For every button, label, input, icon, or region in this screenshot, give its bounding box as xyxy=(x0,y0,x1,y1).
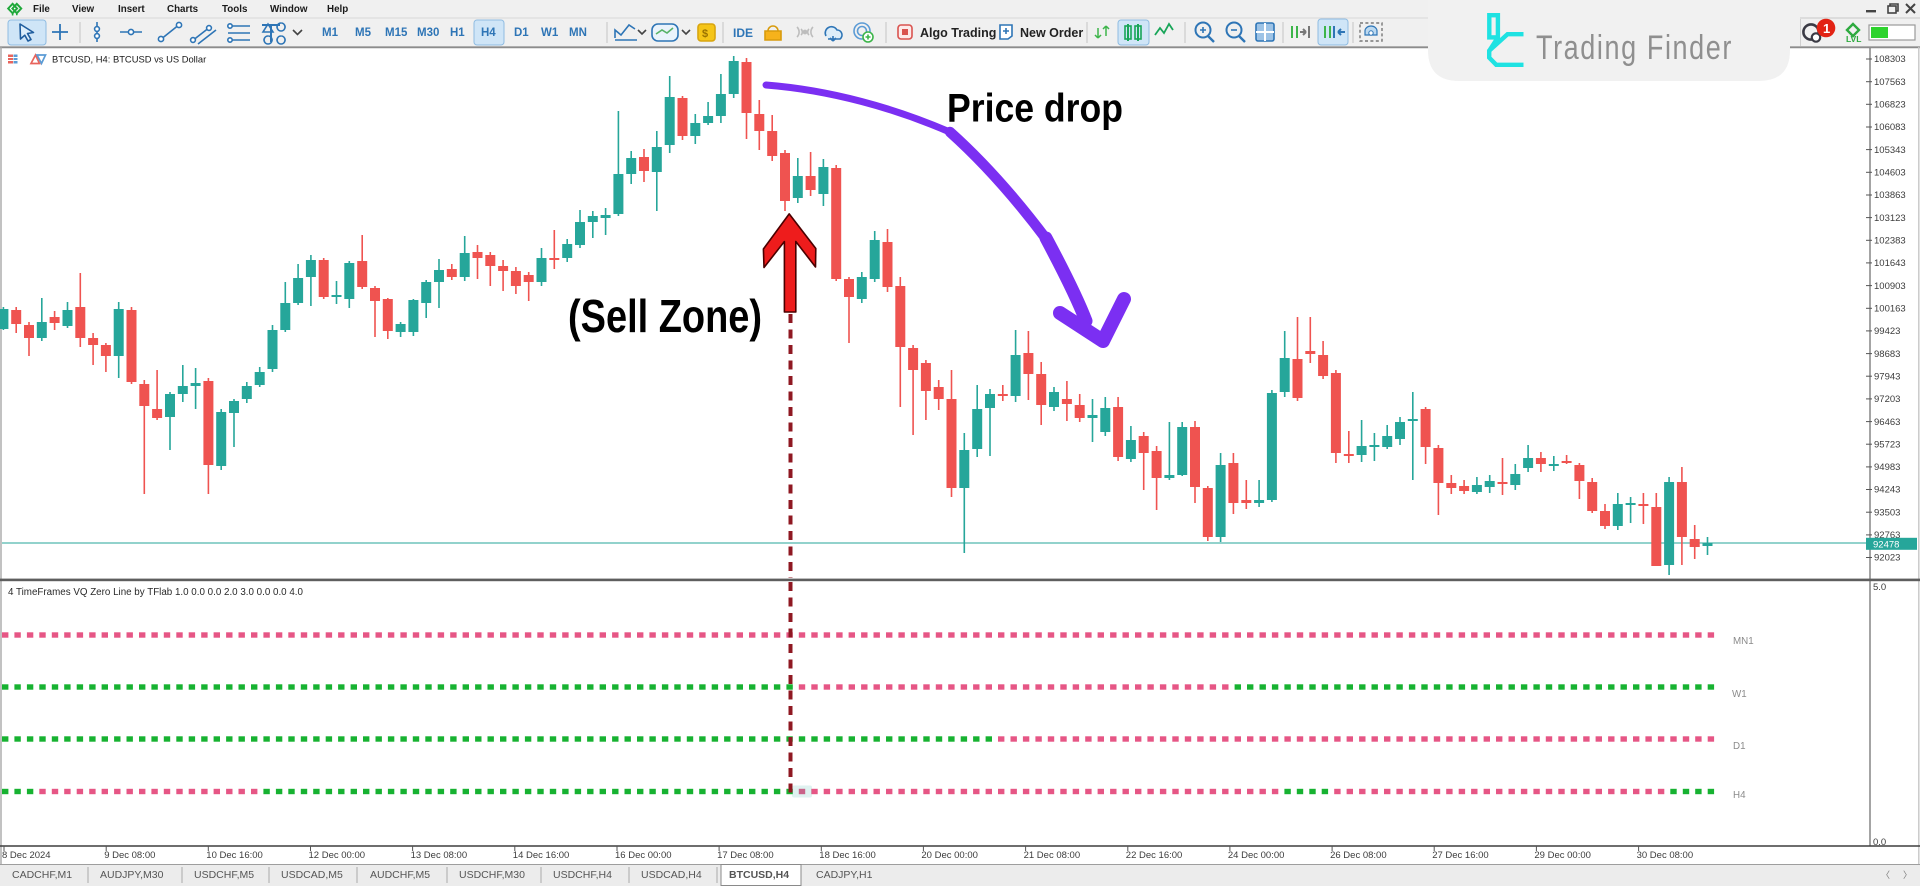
svg-text:29 Dec 00:00: 29 Dec 00:00 xyxy=(1534,850,1591,861)
svg-text:96463: 96463 xyxy=(1874,417,1900,428)
svg-text:$: $ xyxy=(702,28,708,40)
svg-text:USDCHF,M30: USDCHF,M30 xyxy=(459,869,525,881)
svg-text:95723: 95723 xyxy=(1874,439,1900,450)
svg-text:93503: 93503 xyxy=(1874,507,1900,518)
svg-text:101643: 101643 xyxy=(1874,258,1906,269)
svg-text:8 Dec 2024: 8 Dec 2024 xyxy=(2,850,51,861)
svg-text:Algo Trading: Algo Trading xyxy=(920,26,996,40)
svg-text:5.0: 5.0 xyxy=(1873,582,1886,593)
svg-text:(Sell Zone): (Sell Zone) xyxy=(568,290,762,342)
svg-text:22 Dec 16:00: 22 Dec 16:00 xyxy=(1126,850,1183,861)
svg-text:99423: 99423 xyxy=(1874,326,1900,337)
svg-text:10 Dec 16:00: 10 Dec 16:00 xyxy=(206,850,263,861)
svg-text:W1: W1 xyxy=(541,27,559,39)
svg-text:21 Dec 08:00: 21 Dec 08:00 xyxy=(1024,850,1081,861)
svg-text:24 Dec 00:00: 24 Dec 00:00 xyxy=(1228,850,1285,861)
svg-text:20 Dec 00:00: 20 Dec 00:00 xyxy=(921,850,978,861)
svg-text:14 Dec 16:00: 14 Dec 16:00 xyxy=(513,850,570,861)
svg-text:92763: 92763 xyxy=(1874,530,1900,541)
svg-text:M5: M5 xyxy=(355,27,372,39)
svg-text:View: View xyxy=(72,4,95,15)
svg-text:M30: M30 xyxy=(417,27,439,39)
svg-text:94983: 94983 xyxy=(1874,462,1900,473)
svg-text:Price drop: Price drop xyxy=(947,87,1123,131)
svg-text:D1: D1 xyxy=(514,27,529,39)
svg-text:File: File xyxy=(33,4,50,15)
svg-text:13 Dec 08:00: 13 Dec 08:00 xyxy=(411,850,468,861)
svg-text:BTCUSD,H4: BTCUSD,H4 xyxy=(729,869,789,881)
svg-text:103863: 103863 xyxy=(1874,190,1906,201)
svg-text:102383: 102383 xyxy=(1874,236,1906,247)
svg-text:USDCAD,M5: USDCAD,M5 xyxy=(281,869,343,881)
svg-text:106823: 106823 xyxy=(1874,100,1906,111)
svg-text:1: 1 xyxy=(1823,21,1830,36)
svg-text:USDCHF,M5: USDCHF,M5 xyxy=(194,869,254,881)
svg-text:AUDJPY,M30: AUDJPY,M30 xyxy=(100,869,164,881)
svg-text:CADCHF,M1: CADCHF,M1 xyxy=(12,869,72,881)
svg-text:103123: 103123 xyxy=(1874,213,1906,224)
svg-text:BTCUSD, H4: BTCUSD vs US Doll: BTCUSD, H4: BTCUSD vs US Dollar xyxy=(52,54,206,65)
svg-text:9 Dec 08:00: 9 Dec 08:00 xyxy=(104,850,155,861)
svg-text:104603: 104603 xyxy=(1874,168,1906,179)
svg-text:New Order: New Order xyxy=(1020,26,1083,40)
svg-text:98683: 98683 xyxy=(1874,349,1900,360)
svg-text:92023: 92023 xyxy=(1874,553,1900,564)
svg-text:M1: M1 xyxy=(322,27,339,39)
svg-text:106083: 106083 xyxy=(1874,122,1906,133)
svg-text:D1: D1 xyxy=(1733,741,1746,752)
svg-text:MN1: MN1 xyxy=(1733,636,1754,647)
svg-text:97943: 97943 xyxy=(1874,371,1900,382)
svg-text:105343: 105343 xyxy=(1874,145,1906,156)
svg-text:16 Dec 00:00: 16 Dec 00:00 xyxy=(615,850,672,861)
svg-text:M15: M15 xyxy=(385,27,408,39)
svg-text:W1: W1 xyxy=(1732,689,1747,700)
svg-text:MN: MN xyxy=(569,27,587,39)
svg-text:100903: 100903 xyxy=(1874,281,1906,292)
svg-text:0.0: 0.0 xyxy=(1873,837,1886,848)
svg-text:USDCAD,H4: USDCAD,H4 xyxy=(641,869,702,881)
svg-text:LVL: LVL xyxy=(1846,34,1861,44)
svg-text:〈: 〈 xyxy=(1881,870,1890,880)
svg-text:IDE: IDE xyxy=(733,26,753,40)
svg-text:97203: 97203 xyxy=(1874,394,1900,405)
svg-text:Help: Help xyxy=(327,4,348,15)
svg-text:4 TimeFrames VQ Zero Line by T: 4 TimeFrames VQ Zero Line by TFlab 1.0 0… xyxy=(8,587,304,598)
svg-text:92478: 92478 xyxy=(1873,539,1899,550)
svg-text:18 Dec 16:00: 18 Dec 16:00 xyxy=(819,850,876,861)
svg-text:30 Dec 08:00: 30 Dec 08:00 xyxy=(1637,850,1694,861)
svg-text:〉: 〉 xyxy=(1903,870,1912,880)
svg-text:26 Dec 08:00: 26 Dec 08:00 xyxy=(1330,850,1387,861)
svg-text:Insert: Insert xyxy=(118,4,145,15)
svg-text:107563: 107563 xyxy=(1874,77,1906,88)
svg-text:H4: H4 xyxy=(1733,790,1746,801)
svg-text:Charts: Charts xyxy=(167,4,199,15)
svg-text:Trading Finder: Trading Finder xyxy=(1536,29,1733,67)
svg-text:108303: 108303 xyxy=(1874,54,1906,65)
svg-text:CADJPY,H1: CADJPY,H1 xyxy=(816,869,873,881)
svg-text:H4: H4 xyxy=(481,27,496,39)
svg-text:AUDCHF,M5: AUDCHF,M5 xyxy=(370,869,430,881)
svg-text:94243: 94243 xyxy=(1874,485,1900,496)
svg-text:100163: 100163 xyxy=(1874,304,1906,315)
svg-text:USDCHF,H4: USDCHF,H4 xyxy=(553,869,612,881)
svg-text:27 Dec 16:00: 27 Dec 16:00 xyxy=(1432,850,1489,861)
svg-text:12 Dec 00:00: 12 Dec 00:00 xyxy=(309,850,366,861)
svg-text:Window: Window xyxy=(270,4,308,15)
svg-text:H1: H1 xyxy=(450,27,465,39)
svg-text:Tools: Tools xyxy=(222,4,248,15)
svg-text:17 Dec 08:00: 17 Dec 08:00 xyxy=(717,850,774,861)
